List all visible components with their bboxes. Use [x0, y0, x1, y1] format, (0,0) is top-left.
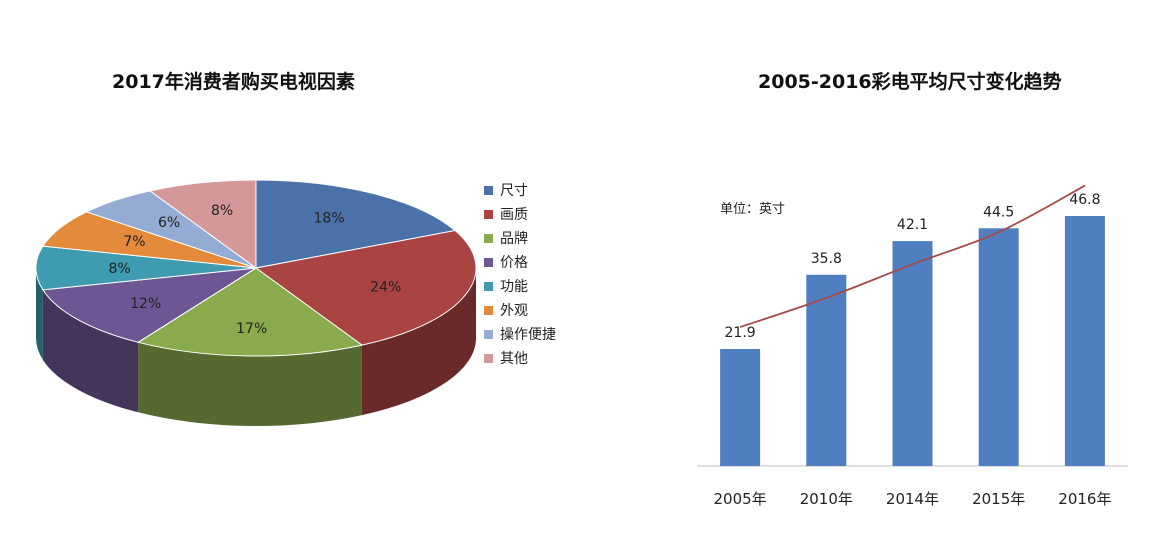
legend-item: 品牌 [484, 228, 556, 252]
pie-sides [36, 268, 476, 426]
legend-item: 尺寸 [484, 180, 556, 204]
bar-2016年 [1064, 216, 1105, 466]
legend-item: 价格 [484, 252, 556, 276]
trend-line [739, 184, 1086, 328]
x-tick-label: 2014年 [886, 490, 939, 508]
legend-swatch [484, 354, 493, 363]
pie-data-label: 18% [314, 210, 345, 226]
legend-label: 操作便捷 [500, 327, 556, 343]
bar-data-label: 44.5 [983, 204, 1014, 220]
bar-2014年 [892, 241, 933, 466]
pie-data-label: 8% [108, 261, 130, 277]
pie-chart-title: 2017年消费者购买电视因素 [112, 71, 355, 93]
pie-slice-品牌 [136, 267, 364, 357]
pie-slice-价格 [42, 267, 257, 343]
pie-data-label: 6% [158, 215, 180, 231]
legend-label: 尺寸 [500, 183, 528, 199]
bar-data-label: 21.9 [725, 325, 756, 341]
legend-swatch [484, 210, 493, 219]
pie-side-3 [42, 289, 139, 413]
legend-swatch [484, 330, 493, 339]
pie-side-1 [361, 268, 476, 416]
pie-side-2 [138, 342, 362, 426]
pie-slice-其他 [148, 179, 257, 269]
pie-slice-功能 [35, 245, 257, 291]
bar-unit-label: 单位：英寸 [720, 202, 786, 217]
legend-swatch [484, 306, 493, 315]
bar-data-label: 35.8 [811, 251, 842, 267]
x-tick-label: 2016年 [1058, 490, 1111, 508]
legend-swatch [484, 282, 493, 291]
legend-item: 功能 [484, 276, 556, 300]
x-tick-label: 2005年 [714, 490, 767, 508]
legend-label: 其他 [500, 351, 528, 367]
pie-top [35, 179, 477, 357]
pie-slice-尺寸 [255, 179, 457, 269]
legend-swatch [484, 186, 493, 195]
pie-data-label: 7% [123, 234, 145, 250]
pie-legend: 尺寸画质品牌价格功能外观操作便捷其他 [484, 180, 556, 372]
legend-item: 操作便捷 [484, 324, 556, 348]
bar-data-label: 42.1 [897, 217, 928, 233]
legend-item: 画质 [484, 204, 556, 228]
pie-data-label: 8% [211, 203, 233, 219]
bar-chart-title: 2005-2016彩电平均尺寸变化趋势 [758, 71, 1062, 93]
legend-item: 其他 [484, 348, 556, 372]
legend-swatch [484, 258, 493, 267]
legend-label: 功能 [500, 279, 528, 295]
x-tick-label: 2010年 [800, 490, 853, 508]
pie-data-label: 12% [130, 296, 161, 312]
legend-label: 价格 [500, 255, 528, 271]
pie-side-4 [36, 268, 43, 360]
bar-2015年 [978, 228, 1019, 466]
pie-data-label: 17% [236, 321, 267, 337]
pie-data-label: 24% [370, 279, 401, 295]
legend-swatch [484, 234, 493, 243]
bar-2005年 [720, 349, 761, 466]
bar-data-label: 46.8 [1069, 192, 1100, 208]
legend-label: 品牌 [500, 231, 528, 247]
x-tick-label: 2015年 [972, 490, 1025, 508]
legend-item: 外观 [484, 300, 556, 324]
legend-label: 外观 [500, 303, 528, 319]
bar-2010年 [806, 274, 847, 466]
legend-label: 画质 [500, 207, 528, 223]
pie-slice-画质 [254, 229, 477, 346]
